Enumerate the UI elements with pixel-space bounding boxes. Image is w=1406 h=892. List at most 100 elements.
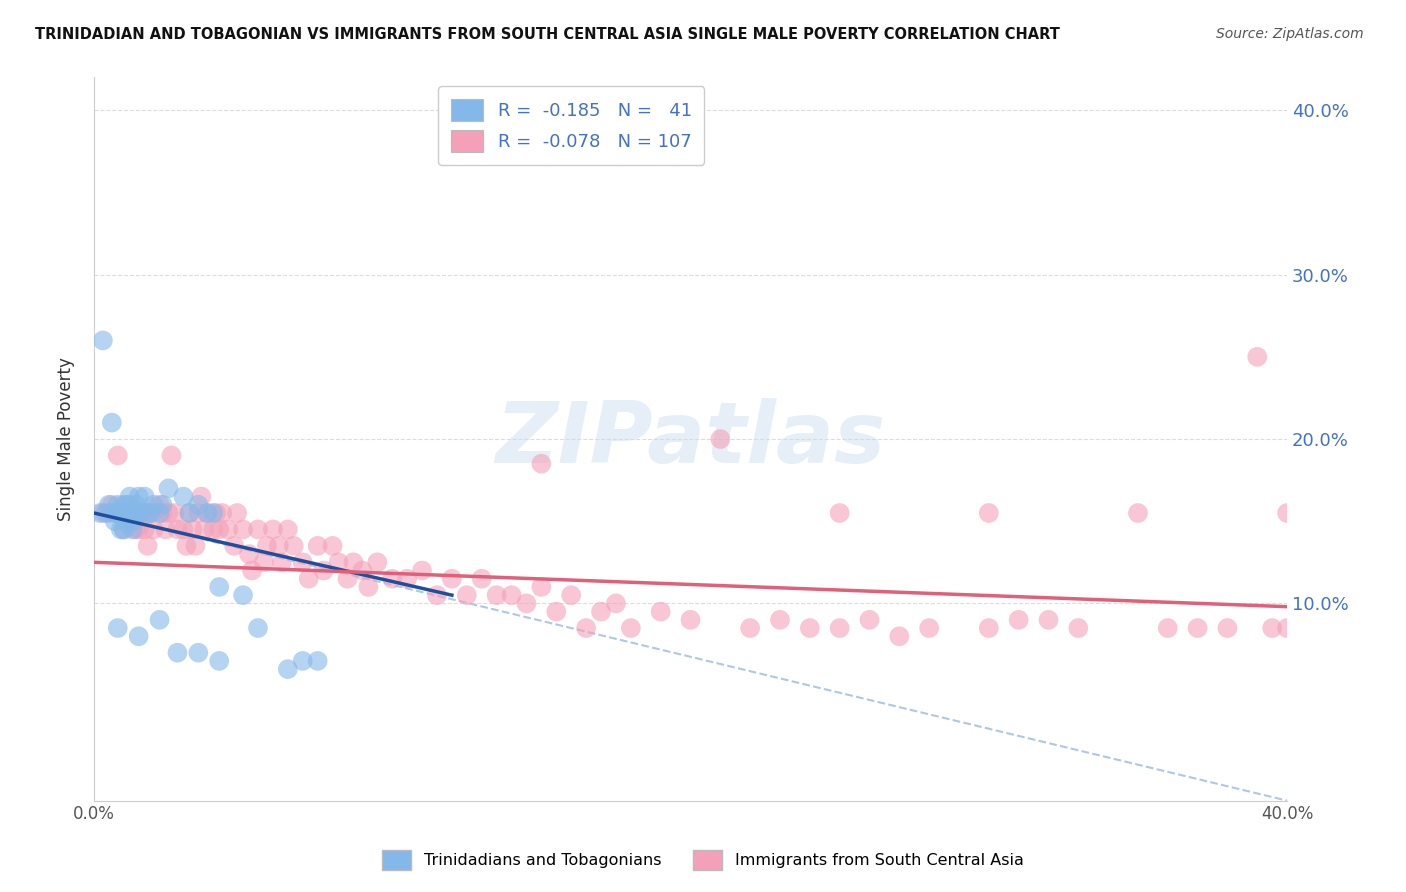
Point: [342, 555, 364, 569]
Point: [501, 588, 523, 602]
Point: [101, 416, 124, 430]
Point: [91, 334, 114, 348]
Point: [193, 523, 215, 537]
Point: [485, 588, 508, 602]
Point: [328, 555, 350, 569]
Point: [142, 498, 165, 512]
Point: [179, 506, 201, 520]
Point: [224, 539, 246, 553]
Point: [381, 572, 404, 586]
Point: [131, 506, 153, 520]
Point: [166, 523, 188, 537]
Point: [195, 506, 218, 520]
Text: TRINIDADIAN AND TOBAGONIAN VS IMMIGRANTS FROM SOUTH CENTRAL ASIA SINGLE MALE POV: TRINIDADIAN AND TOBAGONIAN VS IMMIGRANTS…: [35, 27, 1060, 42]
Point: [589, 605, 612, 619]
Point: [560, 588, 582, 602]
Point: [187, 498, 209, 512]
Point: [232, 523, 254, 537]
Point: [125, 498, 148, 512]
Point: [136, 506, 159, 520]
Point: [181, 523, 204, 537]
Point: [291, 555, 314, 569]
Point: [740, 621, 762, 635]
Point: [160, 449, 183, 463]
Point: [118, 498, 141, 512]
Point: [471, 572, 494, 586]
Point: [110, 506, 132, 520]
Point: [118, 506, 141, 520]
Point: [121, 506, 143, 520]
Point: [456, 588, 478, 602]
Point: [128, 490, 150, 504]
Point: [858, 613, 880, 627]
Point: [546, 605, 568, 619]
Point: [176, 539, 198, 553]
Point: [112, 498, 135, 512]
Point: [709, 432, 731, 446]
Point: [238, 547, 260, 561]
Point: [426, 588, 449, 602]
Point: [136, 506, 159, 520]
Point: [128, 506, 150, 520]
Point: [440, 572, 463, 586]
Point: [1067, 621, 1090, 635]
Point: [148, 498, 170, 512]
Point: [226, 506, 249, 520]
Point: [977, 621, 1000, 635]
Point: [128, 506, 150, 520]
Point: [118, 490, 141, 504]
Point: [1246, 350, 1268, 364]
Point: [256, 539, 278, 553]
Point: [202, 523, 225, 537]
Point: [411, 564, 433, 578]
Point: [107, 621, 129, 635]
Point: [121, 523, 143, 537]
Point: [104, 506, 127, 520]
Point: [134, 490, 156, 504]
Point: [312, 564, 335, 578]
Point: [1275, 621, 1298, 635]
Point: [291, 654, 314, 668]
Point: [889, 629, 911, 643]
Point: [1216, 621, 1239, 635]
Point: [240, 564, 263, 578]
Point: [246, 523, 269, 537]
Point: [1007, 613, 1029, 627]
Point: [94, 506, 117, 520]
Point: [270, 555, 292, 569]
Point: [307, 654, 329, 668]
Point: [262, 523, 284, 537]
Point: [799, 621, 821, 635]
Point: [148, 613, 170, 627]
Point: [104, 506, 127, 520]
Point: [211, 506, 233, 520]
Point: [246, 621, 269, 635]
Point: [336, 572, 359, 586]
Point: [769, 613, 792, 627]
Legend: R =  -0.185   N =   41, R =  -0.078   N = 107: R = -0.185 N = 41, R = -0.078 N = 107: [439, 87, 704, 165]
Point: [110, 523, 132, 537]
Point: [307, 539, 329, 553]
Point: [97, 506, 120, 520]
Point: [97, 498, 120, 512]
Point: [101, 498, 124, 512]
Point: [828, 506, 851, 520]
Point: [91, 506, 114, 520]
Point: [679, 613, 702, 627]
Point: [267, 539, 290, 553]
Point: [112, 506, 135, 520]
Point: [918, 621, 941, 635]
Point: [121, 514, 143, 528]
Point: [977, 506, 1000, 520]
Point: [125, 523, 148, 537]
Point: [530, 457, 553, 471]
Point: [172, 490, 194, 504]
Point: [202, 506, 225, 520]
Point: [110, 506, 132, 520]
Point: [115, 506, 138, 520]
Point: [148, 506, 170, 520]
Point: [357, 580, 380, 594]
Point: [184, 539, 207, 553]
Point: [166, 646, 188, 660]
Point: [128, 629, 150, 643]
